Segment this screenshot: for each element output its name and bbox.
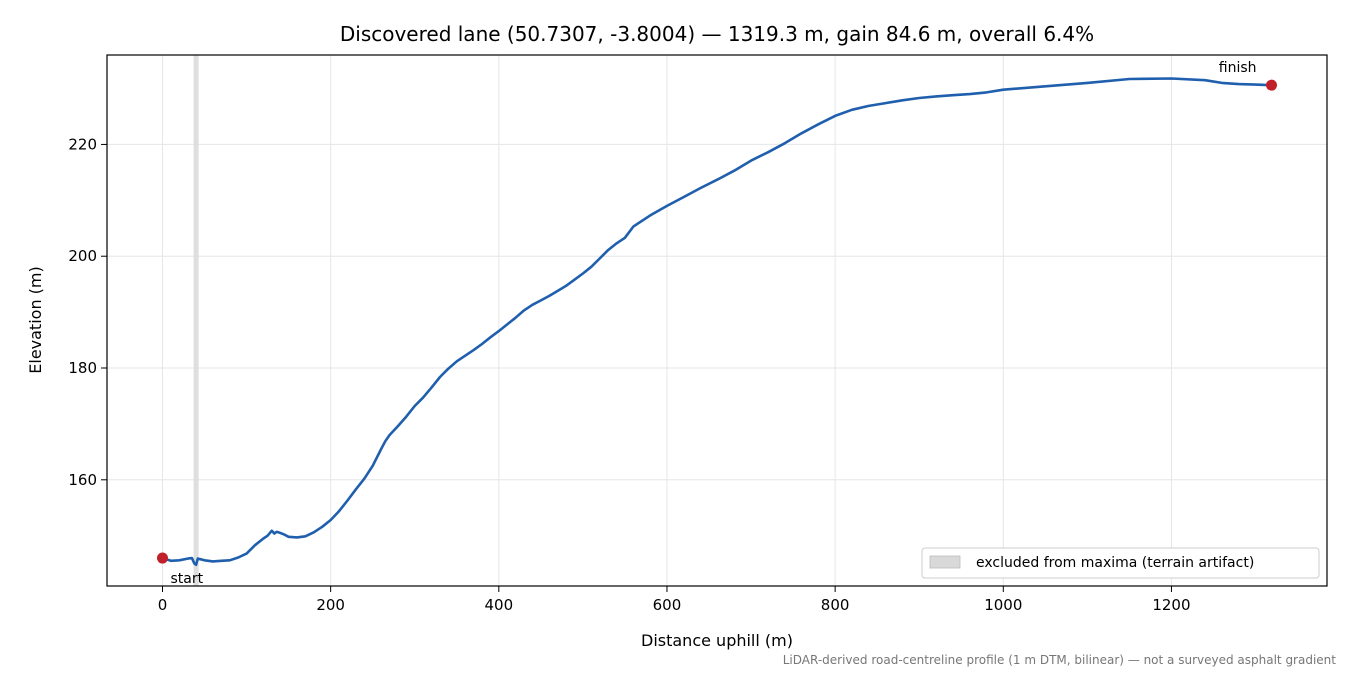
- y-axis-label: Elevation (m): [26, 266, 45, 373]
- legend-box: [921, 547, 1320, 579]
- start-marker: [156, 552, 168, 564]
- y-tick-label: 200: [68, 247, 97, 265]
- footnote: LiDAR-derived road-centreline profile (1…: [783, 653, 1337, 667]
- x-tick-label: 800: [821, 596, 850, 614]
- x-tick-label: 0: [158, 596, 168, 614]
- axis-ticks: 0 200 400 600 800 1000 1200 160 180 200 220: [68, 135, 1190, 614]
- x-tick-label: 400: [484, 596, 513, 614]
- legend-swatch-excluded: [929, 555, 961, 569]
- y-tick-label: 180: [68, 359, 97, 377]
- y-tick-label: 220: [68, 135, 97, 153]
- elevation-line: [161, 77, 1273, 567]
- x-tick-label: 1000: [984, 596, 1022, 614]
- legend: excluded from maxima (terrain artifact): [921, 547, 1320, 579]
- start-label: start: [170, 571, 203, 587]
- endpoint-markers: start finish: [156, 60, 1278, 587]
- finish-marker: [1266, 79, 1278, 91]
- excluded-band: [193, 55, 199, 586]
- finish-label: finish: [1219, 60, 1257, 76]
- grid-lines: [107, 55, 1327, 586]
- x-tick-label: 200: [316, 596, 345, 614]
- chart-title: Discovered lane (50.7307, -3.8004) — 131…: [340, 22, 1094, 46]
- x-tick-label: 600: [653, 596, 682, 614]
- y-tick-label: 160: [68, 471, 97, 489]
- plot-frame: [106, 54, 1328, 587]
- x-axis-label: Distance uphill (m): [641, 631, 793, 650]
- legend-label-excluded: excluded from maxima (terrain artifact): [976, 555, 1254, 571]
- x-tick-label: 1200: [1152, 596, 1190, 614]
- series-layer: [161, 77, 1273, 567]
- excluded-band-rect: [193, 55, 199, 586]
